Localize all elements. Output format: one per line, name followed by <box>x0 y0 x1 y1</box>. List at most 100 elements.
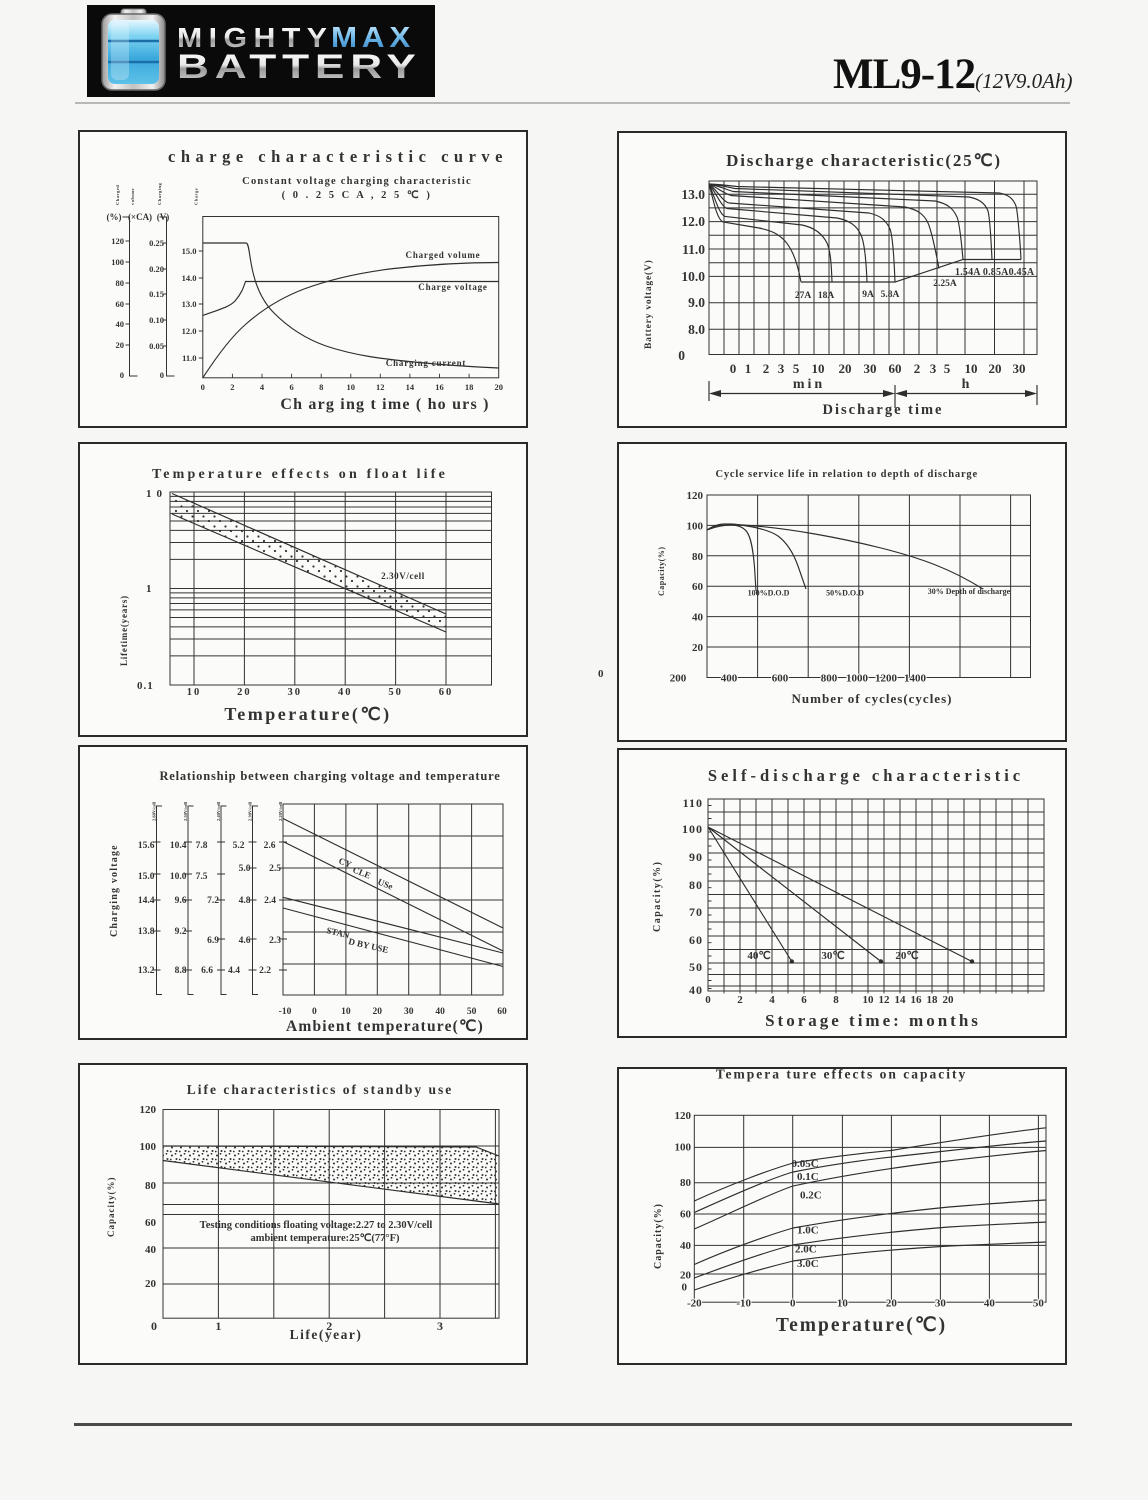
svg-text:80: 80 <box>116 278 125 288</box>
svg-text:8.0: 8.0 <box>688 322 705 337</box>
svg-text:4: 4 <box>769 994 775 1006</box>
svg-text:60: 60 <box>889 361 902 376</box>
svg-text:11.0: 11.0 <box>682 242 705 257</box>
svg-text:60: 60 <box>692 581 704 593</box>
svg-text:14: 14 <box>406 382 415 392</box>
svg-text:800: 800 <box>821 673 838 685</box>
svg-text:Temperature(℃): Temperature(℃) <box>776 1315 947 1336</box>
svg-text:1400: 1400 <box>904 673 927 685</box>
svg-text:20: 20 <box>692 642 704 654</box>
svg-text:2.3: 2.3 <box>269 936 281 946</box>
svg-text:Temperature effects on float l: Temperature effects on float life <box>152 467 448 482</box>
svg-text:Charge voltage: Charge voltage <box>418 282 487 292</box>
svg-text:(%): (%) <box>107 212 122 222</box>
svg-text:40: 40 <box>689 983 703 997</box>
svg-text:3: 3 <box>930 361 937 376</box>
svg-text:100%D.O.D: 100%D.O.D <box>748 589 790 598</box>
svg-text:20: 20 <box>494 382 503 392</box>
svg-text:40: 40 <box>338 687 353 698</box>
svg-text:100: 100 <box>675 1142 692 1154</box>
svg-text:7.5: 7.5 <box>196 872 208 882</box>
svg-text:80: 80 <box>689 878 703 892</box>
svg-text:100: 100 <box>140 1141 157 1153</box>
svg-text:-10: -10 <box>279 1007 292 1017</box>
svg-text:12.0: 12.0 <box>182 326 197 336</box>
svg-text:80: 80 <box>692 551 704 563</box>
svg-text:2: 2 <box>737 994 743 1006</box>
svg-text:6: 6 <box>289 382 293 392</box>
svg-text:7.2: 7.2 <box>207 896 219 906</box>
svg-text:0.1C: 0.1C <box>797 1171 819 1183</box>
svg-text:1: 1 <box>745 361 752 376</box>
svg-text:Self-discharge characteristic: Self-discharge characteristic <box>708 766 1024 785</box>
svg-text:2.30V/cell: 2.30V/cell <box>248 801 253 821</box>
svg-text:6.6: 6.6 <box>201 966 213 976</box>
svg-text:D BY USE: D BY USE <box>348 936 390 955</box>
svg-text:20: 20 <box>680 1270 692 1282</box>
svg-text:h: h <box>962 377 973 392</box>
svg-text:Capacity(%): Capacity(%) <box>652 861 663 933</box>
svg-text:2.2: 2.2 <box>259 966 271 976</box>
svg-text:30% Depth of discharge: 30% Depth of discharge <box>928 587 1011 596</box>
svg-text:40: 40 <box>984 1298 996 1310</box>
svg-text:50: 50 <box>388 687 403 698</box>
svg-text:7.8: 7.8 <box>196 841 208 851</box>
svg-text:15.0: 15.0 <box>138 872 155 882</box>
svg-text:100: 100 <box>682 822 703 836</box>
svg-text:0.2C: 0.2C <box>800 1189 822 1201</box>
svg-text:50: 50 <box>1033 1298 1045 1310</box>
svg-text:10: 10 <box>812 361 825 376</box>
svg-text:120: 120 <box>675 1110 692 1122</box>
svg-text:Charging: Charging <box>157 182 162 205</box>
svg-text:9.6: 9.6 <box>175 896 187 906</box>
svg-text:30: 30 <box>935 1298 947 1310</box>
svg-text:40: 40 <box>680 1240 692 1252</box>
svg-text:10.0: 10.0 <box>681 269 705 284</box>
svg-text:3: 3 <box>437 1319 443 1333</box>
svg-text:60: 60 <box>116 299 125 309</box>
svg-text:Battery voltage(V): Battery voltage(V) <box>643 259 654 349</box>
svg-text:20: 20 <box>943 994 955 1006</box>
svg-text:40: 40 <box>435 1007 445 1017</box>
svg-text:20: 20 <box>373 1007 383 1017</box>
svg-text:4: 4 <box>260 382 265 392</box>
svg-text:30: 30 <box>288 687 303 698</box>
svg-text:volume: volume <box>130 188 135 205</box>
svg-text:100: 100 <box>687 520 704 532</box>
svg-text:2: 2 <box>230 382 234 392</box>
svg-text:10.0: 10.0 <box>170 872 187 882</box>
svg-text:20: 20 <box>886 1298 898 1310</box>
svg-text:1200: 1200 <box>875 673 898 685</box>
svg-text:Life characteristics of standb: Life characteristics of standby use <box>187 1082 453 1097</box>
svg-text:10: 10 <box>863 994 875 1006</box>
svg-text:Charging voltage: Charging voltage <box>109 844 120 937</box>
svg-text:0.05C: 0.05C <box>792 1158 819 1170</box>
svg-text:10: 10 <box>187 687 202 698</box>
svg-text:10.4: 10.4 <box>170 841 187 851</box>
svg-text:20: 20 <box>237 687 252 698</box>
svg-text:16: 16 <box>911 994 923 1006</box>
svg-text:Charged volume: Charged volume <box>406 250 481 260</box>
svg-text:0: 0 <box>312 1007 317 1017</box>
svg-text:0.15: 0.15 <box>149 289 164 299</box>
svg-text:2.5: 2.5 <box>269 864 281 874</box>
svg-text:10: 10 <box>146 488 167 500</box>
svg-text:Cycle service life in relation: Cycle service life in relation to depth … <box>715 469 977 480</box>
svg-text:600: 600 <box>772 673 789 685</box>
svg-text:Discharge time: Discharge time <box>822 402 943 418</box>
svg-text:40℃: 40℃ <box>747 950 770 962</box>
svg-text:MIGHTY: MIGHTY <box>177 23 333 54</box>
svg-text:60: 60 <box>689 933 703 947</box>
svg-text:20: 20 <box>839 361 852 376</box>
svg-text:13.2: 13.2 <box>138 966 155 976</box>
svg-text:12: 12 <box>376 382 385 392</box>
svg-text:40: 40 <box>116 319 125 329</box>
svg-text:15.0: 15.0 <box>182 246 197 256</box>
svg-text:3.0C: 3.0C <box>797 1258 819 1270</box>
svg-text:5.0: 5.0 <box>239 864 251 874</box>
svg-text:13.8: 13.8 <box>138 927 155 937</box>
svg-text:110: 110 <box>683 796 703 810</box>
svg-text:13.0: 13.0 <box>681 187 705 202</box>
svg-text:20℃: 20℃ <box>895 950 918 962</box>
svg-text:Lifetime(years): Lifetime(years) <box>119 595 129 666</box>
